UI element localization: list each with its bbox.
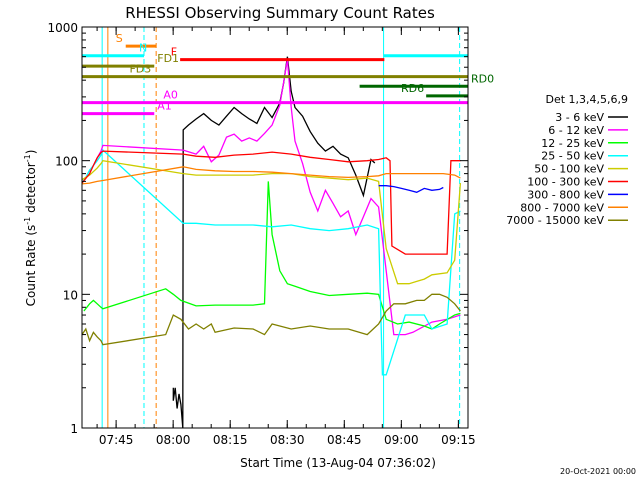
plot-border bbox=[81, 26, 469, 429]
x-tick-label: 09:15 bbox=[441, 433, 476, 447]
flag-label-f-4: F bbox=[171, 46, 177, 59]
x-tick-label: 08:00 bbox=[156, 433, 191, 447]
flag-label-fd1-5: FD1 bbox=[157, 52, 179, 65]
y-label-text: ) bbox=[24, 150, 38, 155]
chart-title: RHESSI Observing Summary Count Rates bbox=[125, 4, 435, 22]
series-line-100-300-kev bbox=[81, 150, 461, 255]
y-label-superscript: -1 bbox=[23, 154, 32, 162]
series-line-12-25-kev bbox=[83, 181, 461, 330]
flag-label-rd0-7: RD0 bbox=[471, 72, 494, 85]
legend-label: 25 - 50 keV bbox=[541, 150, 604, 163]
legend-label: 3 - 6 keV bbox=[555, 111, 604, 124]
legend-label: 800 - 7000 keV bbox=[520, 201, 604, 214]
flag-label-n-2: N bbox=[139, 42, 147, 55]
x-tick-label: 09:00 bbox=[384, 433, 419, 447]
legend-label: 6 - 12 keV bbox=[548, 124, 604, 137]
series-line-6-12-kev bbox=[89, 59, 461, 336]
flag-label-a0-9: A0 bbox=[163, 89, 178, 102]
footer-date: 20-Oct-2021 00:00 bbox=[560, 467, 636, 476]
x-tick-label: 08:30 bbox=[270, 433, 305, 447]
legend-label: 50 - 100 keV bbox=[534, 163, 604, 176]
legend-label: 300 - 800 keV bbox=[527, 188, 604, 201]
series-line-7000-15000-kev bbox=[81, 293, 461, 346]
y-axis-label: Count Rate (s-1 detector-1) bbox=[23, 150, 38, 307]
flag-label-s-1: S bbox=[116, 32, 123, 45]
x-tick-label: 07:45 bbox=[99, 433, 134, 447]
series-line-300-800-kev bbox=[378, 185, 444, 193]
y-label-superscript: -1 bbox=[23, 217, 32, 225]
legend-label: 100 - 300 keV bbox=[527, 176, 604, 189]
y-tick-label: 1000 bbox=[47, 21, 78, 35]
y-tick-label: 10 bbox=[63, 288, 78, 302]
x-tick-label: 08:15 bbox=[213, 433, 248, 447]
x-tick-label: 08:45 bbox=[327, 433, 362, 447]
series-line-800-7000-kev bbox=[81, 166, 461, 185]
x-axis-label: Start Time (13-Aug-04 07:36:02) bbox=[240, 456, 436, 470]
y-label-text: Count Rate (s bbox=[24, 225, 38, 307]
series-line-50-100-kev bbox=[81, 159, 462, 285]
series-line-25-50-kev bbox=[81, 148, 461, 376]
flag-label-a1-10: A1 bbox=[157, 100, 172, 113]
y-label-text: detector bbox=[24, 162, 38, 217]
legend-label: 7000 - 15000 keV bbox=[506, 214, 604, 227]
flag-label-rd6-8: RD6 bbox=[401, 82, 424, 95]
y-tick-label: 100 bbox=[55, 155, 78, 169]
legend-title: Det 1,3,4,5,6,9 bbox=[545, 93, 628, 106]
axes: 1 10 100 1000 07:45 08:00 08:15 08:30 08:45 09:00… bbox=[47, 21, 475, 447]
plot-frame bbox=[81, 26, 469, 429]
series-line-3-6-kev bbox=[172, 56, 376, 429]
legend-label: 12 - 25 keV bbox=[541, 137, 604, 150]
y-tick-label: 1 bbox=[70, 422, 78, 436]
flag-label-fd3-6: FD3 bbox=[129, 63, 151, 76]
